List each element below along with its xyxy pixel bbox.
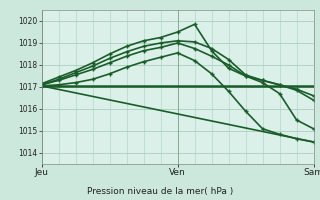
Text: Pression niveau de la mer( hPa ): Pression niveau de la mer( hPa ): [87, 187, 233, 196]
